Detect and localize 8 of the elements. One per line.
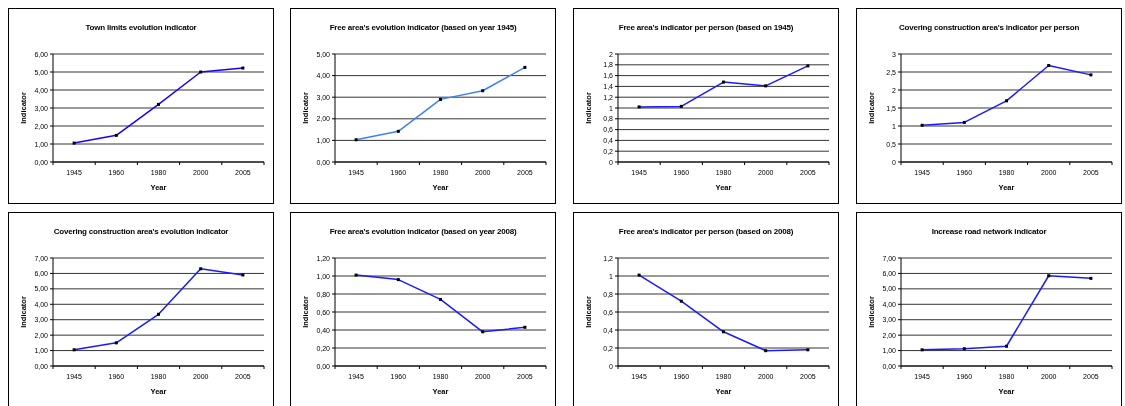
chart-title: Free area's indicator per person (based on 2008): [618, 227, 794, 236]
chart-title: Town limits evolution indicator: [85, 23, 197, 32]
chart-title: Covering construction area's indicator per person: [898, 23, 1080, 32]
chart-title: Free area's evolution indicator (based on year 1945): [329, 23, 517, 32]
chart-title: Covering construction area's evolution indicator: [53, 227, 229, 236]
chart-title: Free area's evolution indicator (based on year 2008): [329, 227, 517, 236]
chart-title: Free area's indicator per person (based on 1945): [618, 23, 794, 32]
chart-title: Increase road network indicator: [931, 227, 1047, 236]
